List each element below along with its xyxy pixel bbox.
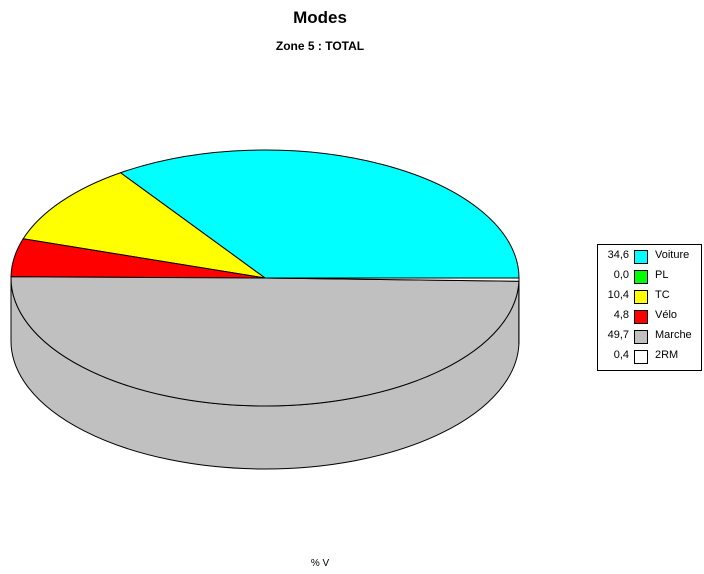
- legend-label: TC: [655, 289, 670, 301]
- legend-item-velo: 4,8 Vélo: [598, 308, 701, 324]
- legend-value: 49,7: [607, 329, 629, 341]
- pie-slice-voiture: [119, 149, 520, 279]
- legend-item-pl: 0,0 PL: [598, 268, 701, 284]
- legend-swatch: [634, 270, 648, 284]
- legend-item-2rm: 0,4 2RM: [598, 348, 701, 364]
- legend-item-marche: 49,7 Marche: [598, 328, 701, 344]
- legend-item-tc: 10,4 TC: [598, 288, 701, 304]
- legend-swatch: [634, 330, 648, 344]
- legend-label: PL: [655, 269, 669, 281]
- legend-label: Marche: [655, 329, 692, 341]
- legend-label: Voiture: [655, 249, 690, 261]
- legend-label: 2RM: [655, 349, 679, 361]
- pie-slice-marche: [10, 276, 520, 407]
- legend-value: 10,4: [607, 289, 629, 301]
- chart-footer: % V: [310, 558, 330, 569]
- legend-item-voiture: 34,6 Voiture: [598, 248, 701, 264]
- chart-title: Modes: [293, 8, 347, 27]
- legend-swatch: [634, 290, 648, 304]
- legend-value: 0,0: [613, 269, 629, 281]
- legend-label: Vélo: [655, 309, 678, 321]
- legend-swatch: [634, 250, 648, 264]
- legend: 34,6 Voiture 0,0 PL 10,4 TC 4,8 Vélo 49,…: [597, 244, 702, 371]
- legend-value: 34,6: [607, 249, 629, 261]
- legend-swatch: [634, 310, 648, 324]
- pie-slice-tc: [22, 172, 266, 279]
- chart-subtitle: Zone 5 : TOTAL: [275, 39, 365, 53]
- legend-swatch: [634, 350, 648, 364]
- legend-value: 4,8: [613, 309, 629, 321]
- pie-slice-2rm: [264, 277, 520, 282]
- legend-value: 0,4: [613, 349, 629, 361]
